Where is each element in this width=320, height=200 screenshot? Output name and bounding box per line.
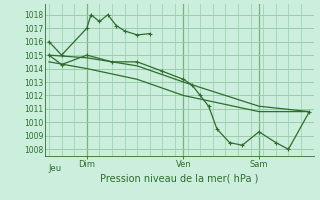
Text: Jeu: Jeu <box>49 164 62 173</box>
X-axis label: Pression niveau de la mer( hPa ): Pression niveau de la mer( hPa ) <box>100 173 258 183</box>
